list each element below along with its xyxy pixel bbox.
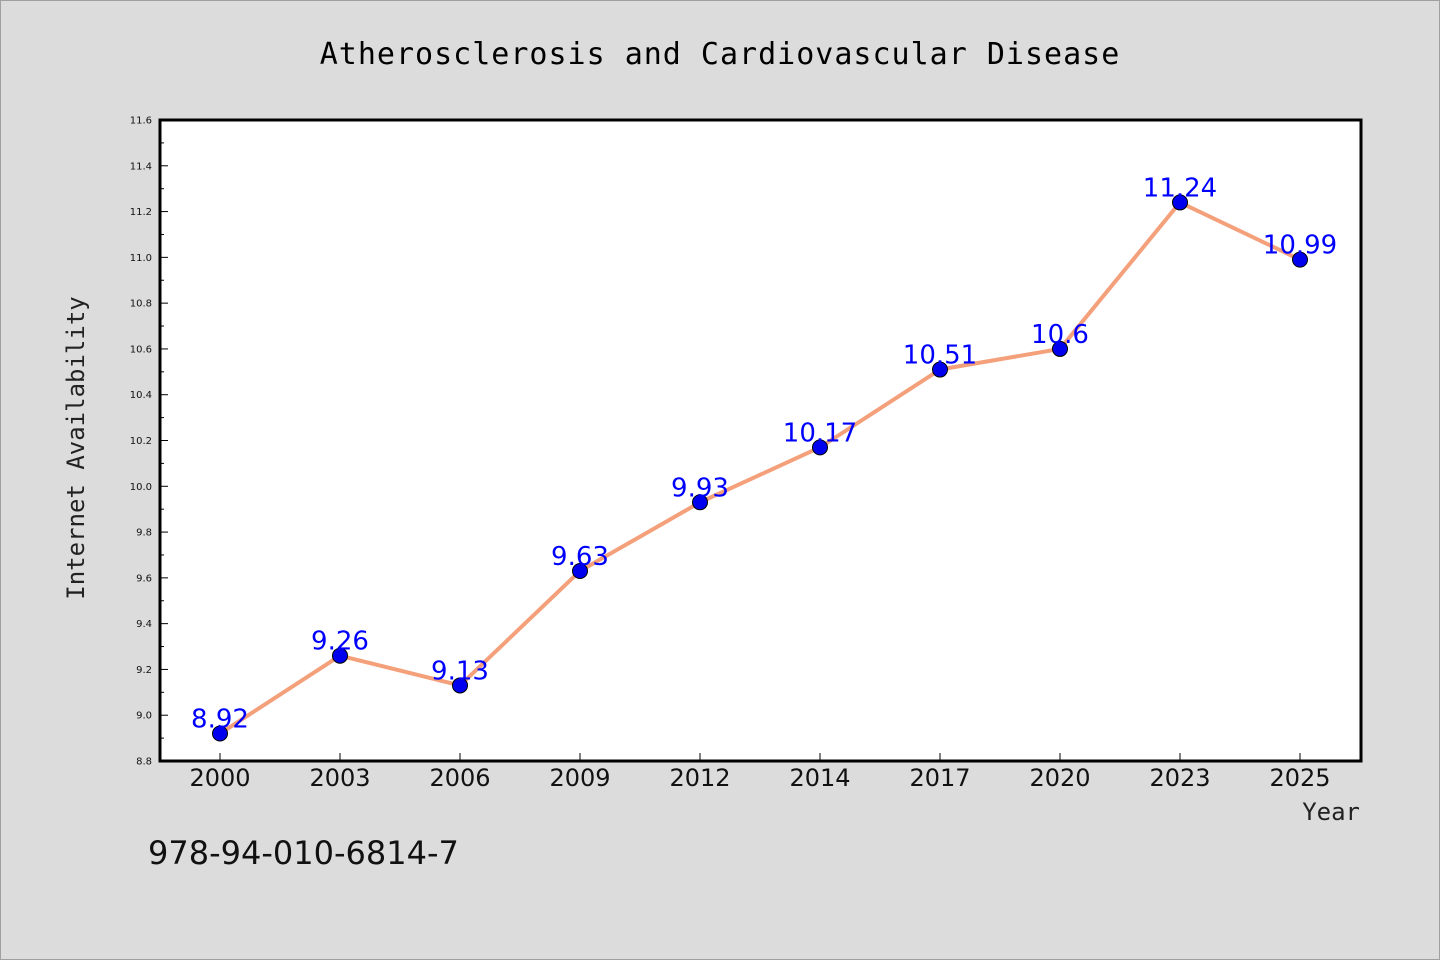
data-label: 8.92 xyxy=(191,705,249,735)
data-point xyxy=(1172,194,1188,211)
x-tick-label: 2003 xyxy=(309,764,370,792)
series-line xyxy=(218,200,1301,736)
x-tick-label: 2000 xyxy=(189,764,250,792)
data-label: 9.63 xyxy=(551,542,609,572)
y-tick-label: 9.0 xyxy=(136,711,152,722)
data-label: 10.99 xyxy=(1263,231,1337,261)
y-tick-label: 10.0 xyxy=(130,482,152,493)
y-tick-label: 11.4 xyxy=(130,161,152,172)
data-label: 9.13 xyxy=(431,656,489,686)
data-label: 11.24 xyxy=(1143,173,1217,203)
x-tick-label: 2014 xyxy=(789,764,850,792)
plot-border xyxy=(158,118,1363,763)
data-label: 10.51 xyxy=(903,341,977,371)
y-tick-label: 10.8 xyxy=(130,299,152,310)
data-point xyxy=(1292,251,1308,268)
y-tick-label: 11.2 xyxy=(130,207,152,218)
x-tick-label: 2025 xyxy=(1269,764,1330,792)
footer-isbn: 978-94-010-6814-7 xyxy=(148,834,459,872)
y-tick-label: 8.8 xyxy=(136,757,152,768)
series-layer: 8.92 9.26 9.13 9.63 9.93 10.17 10.51 10.6 11.24 1… xyxy=(191,173,1337,742)
plot-area xyxy=(160,120,1361,761)
y-tick-label: 9.4 xyxy=(136,619,152,630)
data-label: 10.17 xyxy=(783,418,857,448)
y-tick-label: 10.4 xyxy=(130,390,152,401)
y-tick-label: 10.6 xyxy=(130,344,152,355)
x-tick-label: 2023 xyxy=(1149,764,1210,792)
data-label: 9.26 xyxy=(311,627,369,657)
data-point xyxy=(1052,340,1068,357)
data-point xyxy=(332,647,348,664)
data-point xyxy=(212,725,228,742)
y-tick-label: 9.6 xyxy=(136,573,152,584)
data-label: 10.6 xyxy=(1031,320,1089,350)
x-tick-label: 2017 xyxy=(909,764,970,792)
data-label: 9.93 xyxy=(671,473,729,503)
y-tick-label: 9.2 xyxy=(136,665,152,676)
x-axis: 2000 2003 2006 2009 2012 2014 2017 2020 2023 2025 xyxy=(189,753,1331,792)
data-point xyxy=(692,494,708,511)
x-axis-label: Year xyxy=(1302,798,1360,826)
x-tick-label: 2012 xyxy=(669,764,730,792)
y-tick-label: 10.2 xyxy=(130,436,152,447)
y-axis-label: Internet Availability xyxy=(62,296,90,599)
x-tick-label: 2006 xyxy=(429,764,490,792)
y-tick-label: 11.0 xyxy=(130,253,152,264)
x-tick-label: 2009 xyxy=(549,764,610,792)
data-point xyxy=(812,439,828,456)
x-tick-label: 2020 xyxy=(1029,764,1090,792)
data-point xyxy=(932,361,948,378)
y-tick-label: 9.8 xyxy=(136,528,152,539)
y-tick-label: 11.6 xyxy=(130,116,152,127)
y-axis: 8.8 9.0 9.2 9.4 9.6 9.8 10.0 10.2 10.4 10.6 10.8 11… xyxy=(130,116,168,768)
data-point xyxy=(572,562,588,579)
chart-title: Atherosclerosis and Cardiovascular Disea… xyxy=(320,37,1121,72)
data-point xyxy=(452,677,468,694)
